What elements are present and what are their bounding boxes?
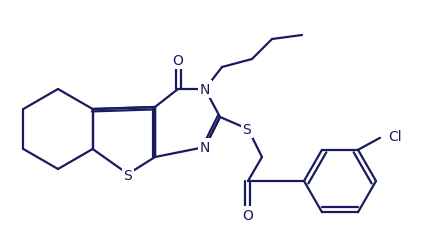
Text: S: S [243,122,251,136]
Text: O: O [243,208,253,222]
Text: N: N [200,140,210,154]
Text: O: O [172,54,184,68]
Text: Cl: Cl [388,129,401,143]
Text: S: S [124,168,132,182]
Text: N: N [200,83,210,96]
